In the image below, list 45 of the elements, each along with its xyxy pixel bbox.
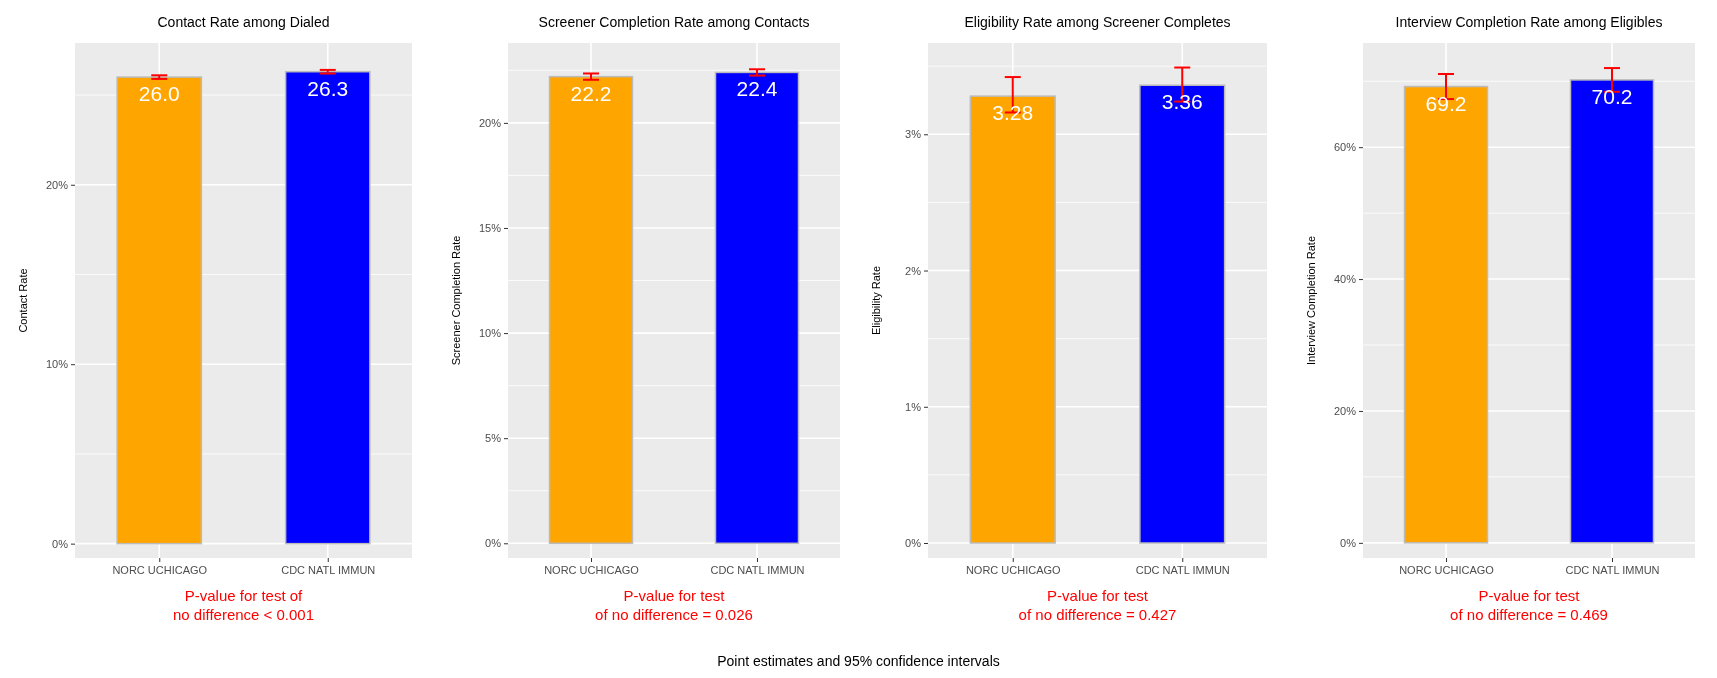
- y-tick-label: 20%: [1333, 404, 1357, 417]
- y-tick-label: 20%: [45, 178, 69, 191]
- text: Point estimates and 95% confidence intervals: [717, 653, 1000, 669]
- y-axis-title: Contact Rate: [17, 268, 29, 333]
- y-tick-label: 0%: [1340, 536, 1357, 549]
- data-label: 3.36: [1161, 90, 1203, 114]
- data-label: 26.0: [138, 82, 180, 106]
- data-label: 22.4: [736, 77, 778, 101]
- text: P-value for test of no difference < 0.001: [172, 587, 315, 623]
- data-label: 22.2: [570, 81, 612, 105]
- x-tick-label: CDC NATL IMMUN: [710, 563, 805, 576]
- y-axis-title: Eligibility Rate: [870, 265, 882, 336]
- y-tick-label: 60%: [1333, 141, 1357, 154]
- y-axis-title: Screener Completion Rate: [450, 235, 462, 366]
- data-label: 69.2: [1425, 91, 1467, 115]
- y-tick-label: 10%: [478, 327, 502, 340]
- data-label: 3.28: [992, 101, 1034, 125]
- x-tick-label: NORC UCHICAGO: [544, 563, 640, 576]
- y-tick-label: 0%: [905, 537, 922, 550]
- y-tick-label: 3%: [905, 128, 922, 141]
- chart-title: Contact Rate among Dialed: [157, 14, 330, 30]
- x-tick-label: NORC UCHICAGO: [965, 563, 1062, 576]
- y-axis-title: Interview Completion Rate: [1305, 235, 1317, 366]
- chart-title: Screener Completion Rate among Contacts: [538, 14, 810, 30]
- text: P-value for test of no difference = 0.469: [1450, 587, 1608, 623]
- data-label: 26.3: [307, 76, 349, 100]
- chart-title: Interview Completion Rate among Eligibles: [1395, 14, 1663, 30]
- x-tick-label: CDC NATL IMMUN: [281, 563, 376, 576]
- y-tick-label: 5%: [485, 432, 502, 445]
- y-tick-label: 0%: [52, 537, 69, 550]
- y-tick-label: 2%: [905, 264, 922, 277]
- y-tick-label: 20%: [478, 116, 502, 129]
- y-tick-label: 1%: [905, 400, 922, 413]
- x-tick-label: NORC UCHICAGO: [112, 563, 208, 576]
- y-tick-label: 40%: [1333, 273, 1357, 286]
- y-tick-label: 10%: [45, 358, 69, 371]
- x-tick-label: CDC NATL IMMUN: [1135, 563, 1230, 576]
- chart-title: Eligibility Rate among Screener Completes: [964, 14, 1231, 30]
- data-label: 70.2: [1591, 84, 1633, 108]
- text: P-value for test of no difference = 0.026: [595, 587, 753, 623]
- x-tick-label: NORC UCHICAGO: [1399, 563, 1495, 576]
- text: P-value for test of no difference = 0.427: [1018, 587, 1177, 623]
- x-tick-label: CDC NATL IMMUN: [1565, 563, 1660, 576]
- y-tick-label: 0%: [485, 537, 502, 550]
- y-tick-label: 15%: [478, 222, 502, 234]
